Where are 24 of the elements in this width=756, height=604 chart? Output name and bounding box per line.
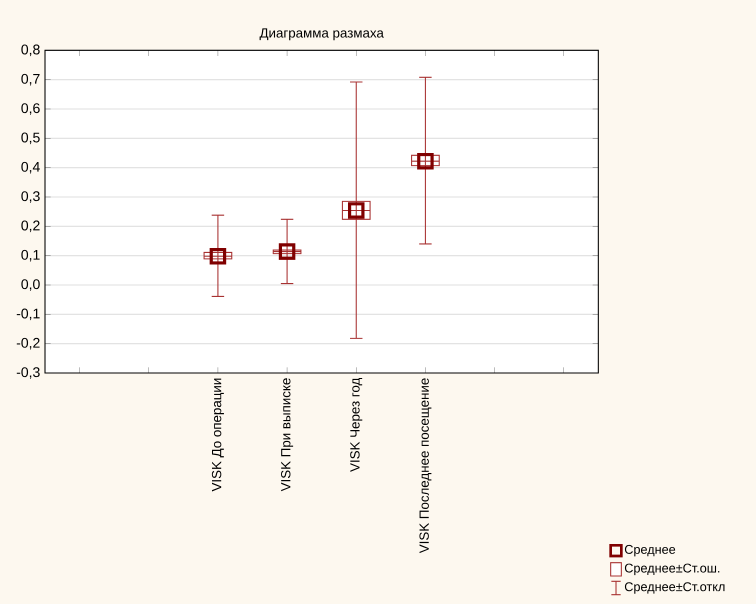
point	[348, 202, 365, 219]
y-tick-label: 0,4	[21, 162, 40, 174]
y-tick-label: 0,2	[21, 220, 40, 232]
y-tick-label: -0,2	[16, 338, 40, 350]
y-tick-label: -0,3	[16, 367, 40, 379]
chart-title: Диаграмма размаха	[260, 28, 384, 40]
y-tick-label: 0,0	[21, 279, 40, 291]
x-tick-label: VISK Через год	[350, 378, 362, 472]
y-tick-label: 0,3	[21, 191, 40, 203]
x-tick-label: VISK При выписке	[281, 378, 294, 492]
legend-label: Среднее±Ст.ош.	[624, 564, 720, 576]
y-tick-label: -0,1	[16, 308, 40, 320]
point	[417, 152, 434, 170]
legend-label: Среднее±Ст.откл	[624, 582, 724, 594]
x-tick-label: VISK Последнее посещение	[419, 378, 432, 554]
legend-label: Среднее	[624, 544, 676, 556]
y-tick-label: 0,1	[21, 250, 40, 262]
y-tick-label: 0,5	[21, 132, 40, 144]
y-tick-label: 0,6	[21, 103, 40, 115]
point	[278, 243, 296, 260]
y-tick-label: 0,7	[21, 74, 40, 86]
x-tick-label: VISK До операции	[212, 378, 224, 492]
point	[210, 248, 226, 265]
y-tick-label: 0,8	[21, 44, 40, 56]
